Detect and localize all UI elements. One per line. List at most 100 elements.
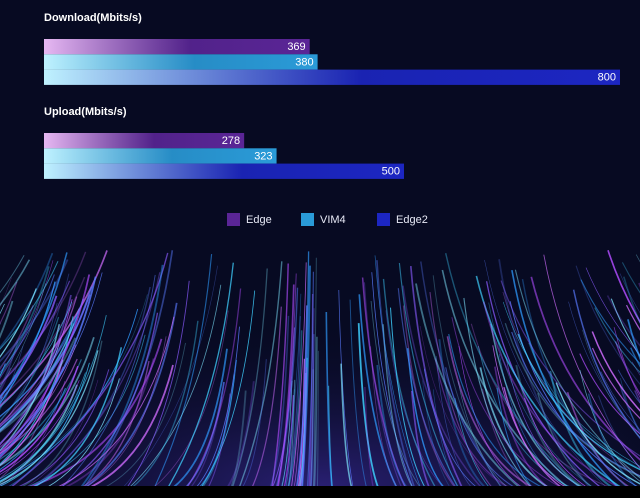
light-strand xyxy=(0,316,78,417)
light-strand xyxy=(398,262,465,498)
light-strand xyxy=(585,267,640,356)
light-strand xyxy=(0,274,55,374)
light-strand xyxy=(613,327,640,399)
light-strand xyxy=(0,345,24,406)
light-strand xyxy=(0,319,31,368)
light-strand xyxy=(0,323,75,431)
light-strand xyxy=(148,254,213,498)
light-strand xyxy=(397,288,465,498)
light-strand xyxy=(75,250,174,498)
light-strand xyxy=(475,275,640,498)
light-strand xyxy=(614,341,640,395)
legend-swatch xyxy=(377,213,390,226)
light-strand xyxy=(0,252,68,400)
light-strand xyxy=(498,259,600,498)
chart-title: Download(Mbits/s) xyxy=(44,12,142,24)
light-strand xyxy=(445,253,593,498)
light-strand xyxy=(445,367,543,498)
light-strand xyxy=(183,359,237,498)
light-strand xyxy=(376,260,419,498)
light-strand xyxy=(514,269,640,479)
light-strand xyxy=(0,359,82,460)
light-strand xyxy=(0,283,46,388)
light-strand xyxy=(591,331,640,412)
light-strand xyxy=(0,252,169,497)
light-strand xyxy=(454,397,501,498)
light-strand xyxy=(618,383,640,433)
light-strand xyxy=(0,341,19,391)
light-strand xyxy=(0,260,59,350)
light-strand xyxy=(0,266,50,378)
light-strand xyxy=(432,275,510,498)
light-strand xyxy=(423,368,498,498)
light-strand xyxy=(422,380,460,498)
light-strand xyxy=(623,276,640,325)
light-strand xyxy=(521,278,640,498)
chart-title: Upload(Mbits/s) xyxy=(44,106,127,118)
light-strand xyxy=(511,331,640,477)
light-strand xyxy=(0,274,91,455)
light-strand xyxy=(0,336,95,467)
bar xyxy=(44,163,404,179)
light-strand xyxy=(0,294,148,481)
light-strand xyxy=(0,381,66,487)
light-strand xyxy=(580,279,640,365)
light-strand xyxy=(502,291,640,477)
light-strand xyxy=(485,281,617,498)
light-strand xyxy=(591,347,640,419)
light-strand xyxy=(0,294,72,445)
light-strand xyxy=(71,264,164,498)
light-strand xyxy=(549,370,638,498)
light-strand xyxy=(434,358,542,498)
value-label: 380 xyxy=(295,56,313,68)
value-label: 278 xyxy=(222,135,240,147)
bottom-band xyxy=(0,486,640,498)
light-strand xyxy=(429,292,502,498)
light-strand xyxy=(0,259,69,363)
light-strand xyxy=(277,293,302,498)
light-strand xyxy=(382,278,443,498)
light-strand xyxy=(500,280,640,457)
light-strand xyxy=(358,294,404,498)
light-strand xyxy=(517,333,640,471)
light-strand xyxy=(0,372,86,480)
light-strand xyxy=(484,259,619,498)
light-strand xyxy=(441,269,583,498)
light-strand xyxy=(0,260,54,379)
light-strand xyxy=(502,301,640,467)
light-strand xyxy=(0,345,62,425)
light-strand xyxy=(575,265,640,385)
light-strand xyxy=(620,378,640,435)
light-strand xyxy=(0,337,77,433)
light-strand xyxy=(494,366,571,498)
light-strand xyxy=(572,289,640,439)
light-strand xyxy=(0,380,80,475)
light-strand xyxy=(272,287,299,498)
legend-label: Edge xyxy=(246,214,272,226)
light-strand xyxy=(0,384,78,484)
light-strand xyxy=(192,290,256,498)
light-strand xyxy=(0,301,72,408)
light-strand xyxy=(0,365,79,473)
legend-swatch xyxy=(227,213,240,226)
light-strand xyxy=(217,381,255,498)
light-strand xyxy=(597,395,640,468)
light-strand xyxy=(306,271,314,498)
light-strand xyxy=(579,353,640,435)
light-strand xyxy=(530,276,640,461)
bar xyxy=(44,54,318,70)
light-strand xyxy=(338,289,356,498)
light-strand xyxy=(409,266,469,498)
value-label: 323 xyxy=(254,150,272,162)
light-strand xyxy=(371,272,418,498)
light-strand xyxy=(0,272,103,451)
light-strand xyxy=(0,358,78,455)
value-label: 369 xyxy=(287,41,305,53)
light-strand xyxy=(178,288,242,498)
light-strand xyxy=(566,391,640,495)
light-strand xyxy=(482,301,640,498)
light-strand xyxy=(113,265,218,498)
light-strand xyxy=(20,272,161,498)
light-strand xyxy=(278,380,293,498)
